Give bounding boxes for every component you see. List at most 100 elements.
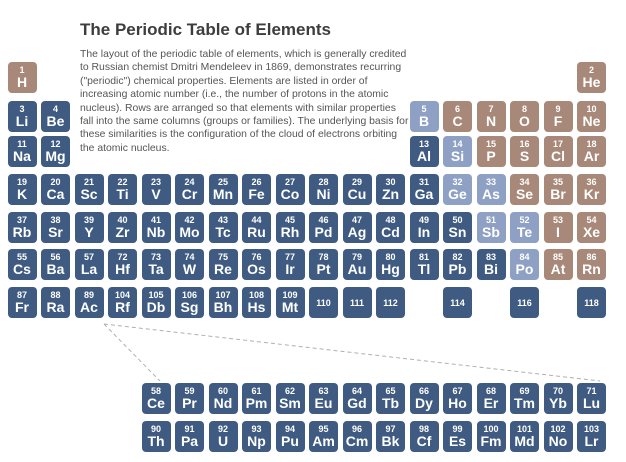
element-symbol: Es xyxy=(448,433,467,449)
element-tile: 84 Po xyxy=(510,249,539,280)
atomic-number: 21 xyxy=(83,177,94,187)
element-symbol: He xyxy=(582,74,601,90)
atomic-number: 45 xyxy=(284,215,295,225)
element-tile: 32 Ge xyxy=(443,174,472,205)
element-tile: 114 xyxy=(443,287,472,318)
element-symbol: Rb xyxy=(12,224,32,240)
element-tile: 108 Hs xyxy=(242,287,271,318)
element-symbol: No xyxy=(548,433,568,449)
element-tile: 71 Lu xyxy=(577,383,606,414)
element-symbol: Cu xyxy=(347,186,367,202)
element-symbol: Re xyxy=(214,261,232,277)
element-tile: 49 In xyxy=(409,212,439,243)
element-tile: 61 Pm xyxy=(242,383,271,414)
atomic-number: 102 xyxy=(550,424,566,434)
connector-line-left xyxy=(103,323,161,382)
element-tile: 46 Pd xyxy=(309,212,338,243)
element-symbol: Dy xyxy=(415,395,433,411)
element-tile: 12 Mg xyxy=(41,136,70,167)
element-tile: 48 Cd xyxy=(376,212,405,243)
atomic-number: 66 xyxy=(418,386,429,396)
element-symbol: Rf xyxy=(115,299,130,315)
element-symbol: Cl xyxy=(551,148,565,164)
element-symbol: Br xyxy=(550,186,566,202)
element-tile: 66 Dy xyxy=(409,383,439,414)
element-symbol: O xyxy=(519,113,530,129)
element-symbol: Ne xyxy=(582,113,601,129)
element-tile: 21 Sc xyxy=(74,174,104,205)
atomic-number: 5 xyxy=(421,104,427,114)
atomic-number: 54 xyxy=(586,215,597,225)
atomic-number: 92 xyxy=(217,424,228,434)
element-tile: 24 Cr xyxy=(175,174,204,205)
element-symbol: At xyxy=(550,261,566,277)
atomic-number: 10 xyxy=(586,104,597,114)
element-symbol: Zn xyxy=(381,186,400,202)
element-tile: 63 Eu xyxy=(309,383,338,414)
intro-paragraph: The layout of the periodic table of elem… xyxy=(80,49,409,154)
element-symbol: N xyxy=(485,113,497,129)
element-tile: 27 Co xyxy=(275,174,305,205)
element-tile: 73 Ta xyxy=(141,249,171,280)
element-tile: 16 S xyxy=(510,136,539,167)
element-tile: 100 Fm xyxy=(476,421,506,452)
element-symbol: Bk xyxy=(381,433,400,449)
atomic-number: 50 xyxy=(452,215,463,225)
atomic-number: 106 xyxy=(181,290,198,300)
atomic-number: 8 xyxy=(521,104,527,114)
element-symbol: Pm xyxy=(245,395,268,411)
element-tile: 50 Sn xyxy=(443,212,472,243)
element-symbol: V xyxy=(151,186,161,202)
element-symbol: Zr xyxy=(115,224,130,240)
atomic-number: 96 xyxy=(351,424,362,434)
element-tile: 31 Ga xyxy=(409,174,439,205)
element-tile: 52 Te xyxy=(510,212,539,243)
atomic-number: 91 xyxy=(184,424,195,434)
atomic-number: 33 xyxy=(485,177,496,187)
element-tile: 118 xyxy=(577,287,606,318)
atomic-number: 58 xyxy=(150,386,161,396)
element-tile: 54 Xe xyxy=(577,212,606,243)
element-tile: 30 Zn xyxy=(376,174,405,205)
element-tile: 85 At xyxy=(543,249,573,280)
element-symbol: F xyxy=(553,113,563,129)
atomic-number: 76 xyxy=(251,252,262,262)
element-symbol: As xyxy=(482,186,500,202)
element-tile: 109 Mt xyxy=(275,287,305,318)
atomic-number: 63 xyxy=(318,386,329,396)
element-tile: 39 Y xyxy=(74,212,104,243)
element-symbol: Fe xyxy=(248,186,265,202)
atomic-number: 89 xyxy=(83,290,94,300)
element-tile: 26 Fe xyxy=(242,174,271,205)
element-tile: 4 Be xyxy=(41,101,70,132)
atomic-number: 112 xyxy=(383,298,398,308)
atomic-number: 93 xyxy=(251,424,262,434)
atomic-number: 41 xyxy=(150,215,161,225)
atomic-number: 36 xyxy=(586,177,597,187)
atomic-number: 110 xyxy=(316,298,331,308)
element-symbol: Sg xyxy=(180,299,199,315)
element-tile: 59 Pr xyxy=(175,383,204,414)
atomic-number: 108 xyxy=(248,290,265,300)
element-tile: 14 Si xyxy=(443,136,472,167)
element-tile: 60 Nd xyxy=(208,383,238,414)
atomic-number: 25 xyxy=(217,177,228,187)
atomic-number: 7 xyxy=(488,104,494,114)
element-symbol: Rh xyxy=(280,224,300,240)
element-tile: 80 Hg xyxy=(376,249,405,280)
element-tile: 105 Db xyxy=(141,287,171,318)
element-tile: 38 Sr xyxy=(41,212,70,243)
element-symbol: H xyxy=(16,74,28,90)
element-symbol: Nd xyxy=(213,395,233,411)
element-symbol: Mn xyxy=(212,186,234,202)
element-tile: 86 Rn xyxy=(577,249,606,280)
element-tile: 13 Al xyxy=(409,136,439,167)
element-symbol: Np xyxy=(247,433,266,449)
element-tile: 43 Tc xyxy=(208,212,238,243)
element-symbol: Ga xyxy=(414,186,434,202)
element-tile: 72 Hf xyxy=(108,249,137,280)
atomic-number: 13 xyxy=(418,139,429,149)
atomic-number: 14 xyxy=(452,139,463,149)
element-symbol: Pu xyxy=(281,433,299,449)
